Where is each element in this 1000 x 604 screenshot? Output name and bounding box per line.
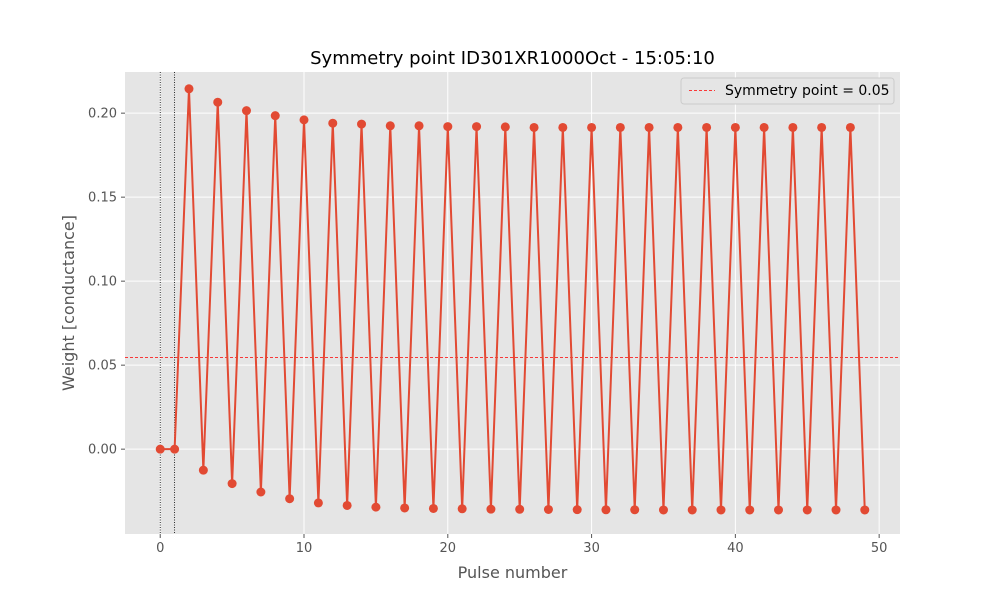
data-point bbox=[443, 122, 453, 132]
y-tick-label: 0.05 bbox=[88, 359, 117, 374]
data-point bbox=[198, 465, 208, 475]
data-point bbox=[285, 494, 295, 504]
data-point bbox=[371, 502, 381, 512]
x-tick-label: 20 bbox=[440, 541, 457, 556]
y-tick-label: 0.15 bbox=[88, 191, 117, 206]
data-point bbox=[256, 487, 266, 497]
y-tick-label: 0.10 bbox=[88, 275, 117, 290]
data-point bbox=[687, 505, 697, 515]
data-point bbox=[515, 504, 525, 514]
x-axis-label: Pulse number bbox=[458, 563, 568, 582]
data-point bbox=[428, 503, 438, 513]
series-line bbox=[160, 88, 866, 511]
data-point bbox=[457, 504, 467, 514]
data-point bbox=[241, 106, 251, 116]
x-tick-label: 10 bbox=[296, 541, 313, 556]
data-point bbox=[500, 122, 510, 132]
data-point bbox=[630, 505, 640, 515]
data-point bbox=[601, 505, 611, 515]
legend: Symmetry point = 0.05 bbox=[680, 77, 895, 105]
x-tick-label: 0 bbox=[156, 541, 164, 556]
data-point bbox=[342, 500, 352, 510]
data-point bbox=[817, 122, 827, 132]
data-point bbox=[270, 111, 280, 121]
data-point bbox=[658, 505, 668, 515]
legend-label: Symmetry point = 0.05 bbox=[725, 83, 890, 99]
y-axis-label: Weight [conductance] bbox=[59, 215, 78, 391]
data-point bbox=[831, 505, 841, 515]
data-point bbox=[802, 505, 812, 515]
data-point bbox=[357, 119, 367, 129]
data-point bbox=[845, 122, 855, 132]
data-point bbox=[486, 504, 496, 514]
data-point bbox=[587, 122, 597, 132]
data-point bbox=[385, 121, 395, 131]
data-point bbox=[774, 505, 784, 515]
series-group bbox=[155, 84, 870, 515]
data-point bbox=[299, 115, 309, 125]
data-point bbox=[572, 505, 582, 515]
x-tick-label: 40 bbox=[727, 541, 744, 556]
data-point bbox=[702, 122, 712, 132]
y-axis-ticks: 0.00 0.05 0.10 0.15 0.20 bbox=[88, 107, 125, 458]
data-point bbox=[860, 505, 870, 515]
data-point bbox=[472, 122, 482, 132]
data-point bbox=[788, 122, 798, 132]
data-point bbox=[400, 503, 410, 513]
data-point bbox=[313, 498, 323, 508]
y-tick-label: 0.20 bbox=[88, 107, 117, 122]
data-point bbox=[155, 444, 165, 454]
chart-title: Symmetry point ID301XR1000Oct - 15:05:10 bbox=[310, 48, 715, 69]
x-tick-label: 50 bbox=[871, 541, 888, 556]
data-point bbox=[615, 122, 625, 132]
y-tick-label: 0.00 bbox=[88, 443, 117, 458]
data-point bbox=[170, 444, 180, 454]
data-point bbox=[759, 122, 769, 132]
x-axis-ticks: 0 10 20 30 40 50 bbox=[156, 534, 887, 556]
data-point bbox=[673, 122, 683, 132]
data-point bbox=[227, 479, 237, 489]
data-point bbox=[543, 504, 553, 514]
reference-vertical-lines bbox=[159, 72, 176, 534]
data-point bbox=[414, 121, 424, 131]
data-point bbox=[730, 122, 740, 132]
data-point bbox=[213, 97, 223, 107]
data-point bbox=[716, 505, 726, 515]
x-tick-label: 30 bbox=[583, 541, 600, 556]
data-point bbox=[644, 122, 654, 132]
data-point bbox=[184, 84, 194, 94]
data-point bbox=[529, 122, 539, 132]
data-point bbox=[558, 122, 568, 132]
data-point bbox=[328, 118, 338, 128]
legend-box bbox=[680, 77, 895, 105]
data-point bbox=[745, 505, 755, 515]
